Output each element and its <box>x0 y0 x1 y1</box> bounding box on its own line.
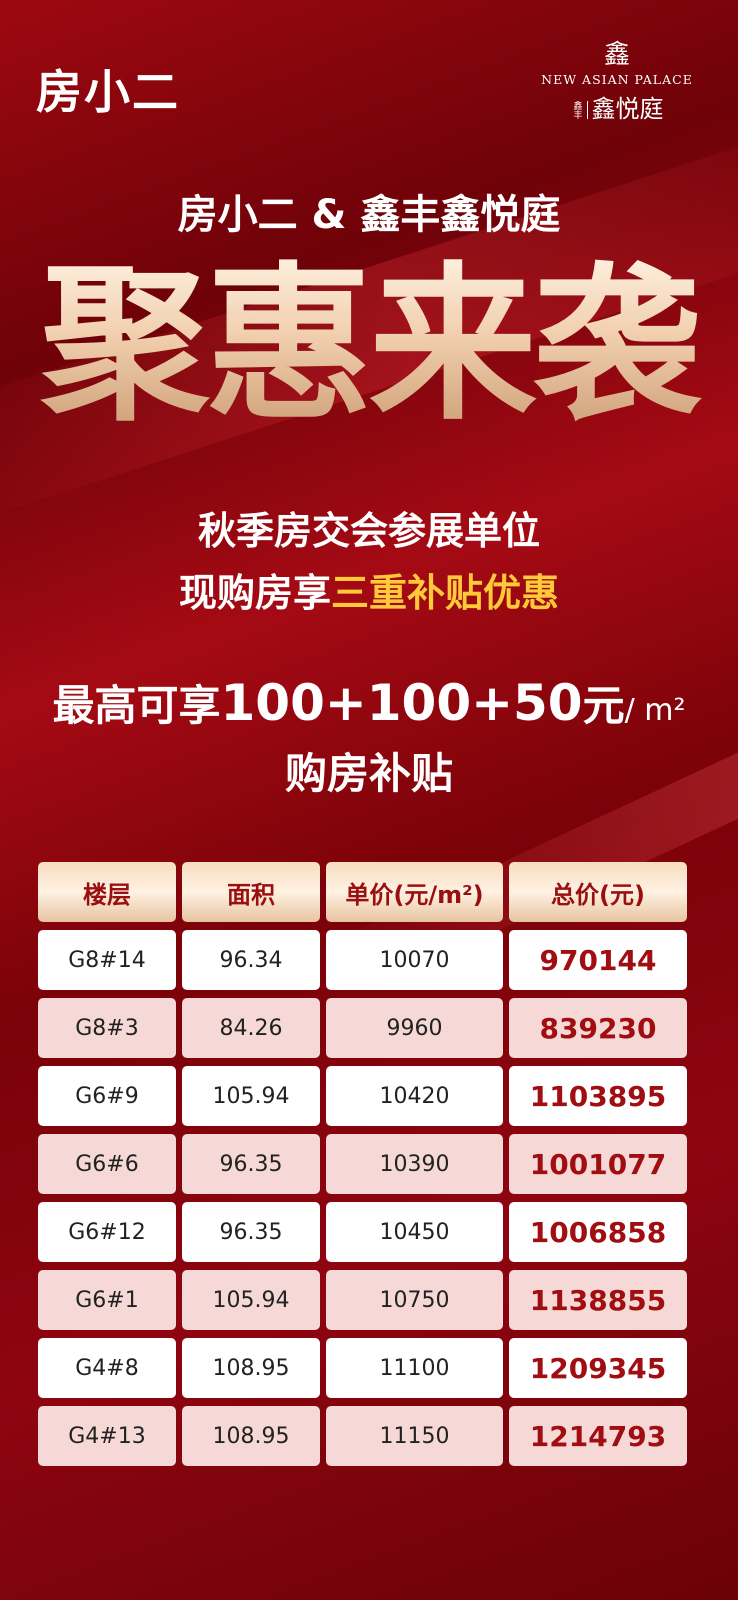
table-row: G6#6 96.35 10390 1001077 <box>38 1134 687 1194</box>
main-title: 聚惠来袭 <box>0 245 738 445</box>
cell-total-price: 839230 <box>509 998 687 1058</box>
cell-area: 105.94 <box>182 1270 320 1330</box>
subtitle-prefix: 现购房享 <box>178 571 331 615</box>
cell-unit-price: 11100 <box>326 1338 503 1398</box>
cell-unit-price: 9960 <box>326 998 503 1058</box>
table-row: G4#13 108.95 11150 1214793 <box>38 1406 687 1466</box>
cell-area: 96.35 <box>182 1202 320 1262</box>
offer-amount: 100+100+50 <box>220 674 583 732</box>
cell-unit-price: 10420 <box>326 1066 503 1126</box>
cell-total-price: 1001077 <box>509 1134 687 1194</box>
price-table: 楼层 面积 单价(元/m²) 总价(元) G8#14 96.34 10070 9701… <box>38 862 687 1474</box>
cell-floor: G6#1 <box>38 1270 176 1330</box>
brand-mark-icon: 鑫 <box>603 40 630 70</box>
table-row: G8#14 96.34 10070 970144 <box>38 930 687 990</box>
cell-total-price: 1209345 <box>509 1338 687 1398</box>
cell-unit-price: 10070 <box>326 930 503 990</box>
cell-unit-price: 10390 <box>326 1134 503 1194</box>
table-row: G4#8 108.95 11100 1209345 <box>38 1338 687 1398</box>
table-row: G6#9 105.94 10420 1103895 <box>38 1066 687 1126</box>
cell-floor: G4#8 <box>38 1338 176 1398</box>
brand-chinese: 鑫悦庭 <box>591 95 664 123</box>
cell-floor: G6#12 <box>38 1202 176 1262</box>
cell-unit-price: 11150 <box>326 1406 503 1466</box>
subtitle-highlight: 三重补贴优惠 <box>331 571 560 615</box>
header-unit-price: 单价(元/m²) <box>326 862 503 922</box>
offer-subsidy: 购房补贴 <box>284 749 453 798</box>
offer-unit: / m² <box>624 693 686 728</box>
cell-area: 108.95 <box>182 1338 320 1398</box>
cell-area: 96.35 <box>182 1134 320 1194</box>
cell-unit-price: 10450 <box>326 1202 503 1262</box>
table-row: G6#1 105.94 10750 1138855 <box>38 1270 687 1330</box>
offer-prefix: 最高可享 <box>52 681 221 730</box>
offer-unit-cn: 元 <box>582 681 625 730</box>
cell-total-price: 1103895 <box>509 1066 687 1126</box>
offer-line: 最高可享100+100+50元/ m² <box>0 672 738 733</box>
subtitle-line2: 现购房享三重补贴优惠 <box>0 562 738 617</box>
subtitle-line1: 秋季房交会参展单位 <box>197 509 540 553</box>
brand-small: 鑫丰 <box>571 101 588 119</box>
header-floor: 楼层 <box>38 862 176 922</box>
table-row: G6#12 96.35 10450 1006858 <box>38 1202 687 1262</box>
cell-floor: G4#13 <box>38 1406 176 1466</box>
header-area: 面积 <box>182 862 320 922</box>
table-row: G8#3 84.26 9960 839230 <box>38 998 687 1058</box>
cell-total-price: 1214793 <box>509 1406 687 1466</box>
cell-total-price: 1006858 <box>509 1202 687 1262</box>
cell-floor: G8#14 <box>38 930 176 990</box>
cell-floor: G6#9 <box>38 1066 176 1126</box>
cell-area: 84.26 <box>182 998 320 1058</box>
cell-area: 96.34 <box>182 930 320 990</box>
cell-total-price: 970144 <box>509 930 687 990</box>
partners-heading: 房小二 & 鑫丰鑫悦庭 <box>177 192 561 238</box>
new-asian-palace-logo: 鑫 NEW ASIAN PALACE 鑫丰 鑫悦庭 <box>532 40 702 124</box>
cell-area: 108.95 <box>182 1406 320 1466</box>
cell-floor: G8#3 <box>38 998 176 1058</box>
cell-total-price: 1138855 <box>509 1270 687 1330</box>
fangxiaoer-logo: 房小二 <box>36 65 180 119</box>
cell-floor: G6#6 <box>38 1134 176 1194</box>
cell-area: 105.94 <box>182 1066 320 1126</box>
brand-english: NEW ASIAN PALACE <box>541 72 693 87</box>
table-header: 楼层 面积 单价(元/m²) 总价(元) <box>38 862 687 922</box>
cell-unit-price: 10750 <box>326 1270 503 1330</box>
header-total-price: 总价(元) <box>509 862 687 922</box>
